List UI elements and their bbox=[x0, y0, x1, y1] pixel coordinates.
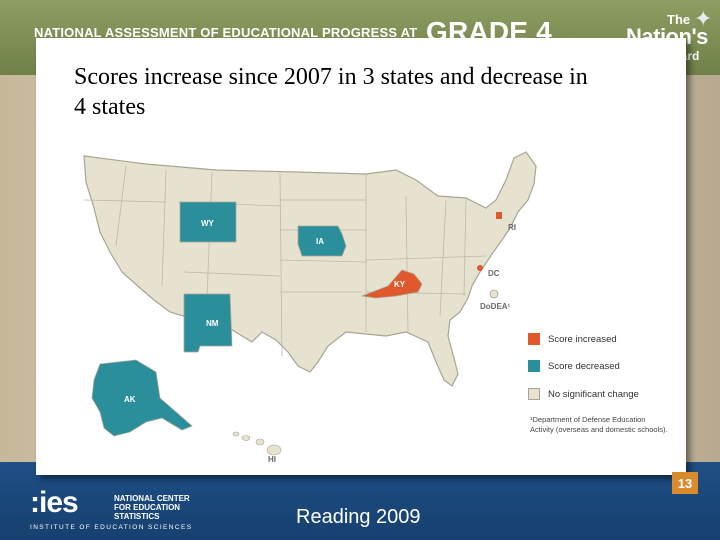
us-map: WY IA NM AK KY RI DC DoDEA¹ HI bbox=[83, 151, 537, 464]
legend-swatch-decreased bbox=[528, 360, 540, 372]
legend-label-no-change: No significant change bbox=[548, 388, 639, 400]
state-ak bbox=[91, 359, 193, 437]
state-ia bbox=[297, 225, 347, 257]
ies-logo: :ies NATIONAL CENTER FOR EDUCATION STATI… bbox=[30, 486, 191, 531]
logo-the: The bbox=[667, 12, 691, 27]
page-number: 13 bbox=[672, 472, 698, 494]
state-borders bbox=[83, 165, 487, 357]
state-nm bbox=[183, 293, 233, 353]
legend-label-decreased: Score decreased bbox=[548, 360, 620, 372]
legend-label-increased: Score increased bbox=[548, 333, 617, 345]
legend-item-no-change: No significant change bbox=[528, 387, 639, 401]
state-ky bbox=[360, 269, 423, 299]
legend-item-increased: Score increased bbox=[528, 332, 617, 346]
footnote: ¹Department of Defense Education Activit… bbox=[530, 415, 668, 434]
label-ri: RI bbox=[508, 223, 516, 232]
slide-headline: Scores increase since 2007 in 3 states a… bbox=[74, 64, 588, 120]
state-dc bbox=[477, 265, 483, 271]
state-ri bbox=[496, 212, 502, 219]
label-hi: HI bbox=[268, 455, 276, 464]
label-ia: IA bbox=[316, 237, 324, 246]
us-contiguous-outline bbox=[83, 151, 537, 387]
label-nm: NM bbox=[206, 319, 219, 328]
footer-band bbox=[0, 462, 720, 540]
dodea-marker bbox=[489, 289, 499, 299]
legend-swatch-no-change bbox=[528, 388, 540, 400]
state-hi bbox=[232, 431, 282, 456]
star-icon: ✦ bbox=[694, 6, 713, 31]
label-ky: KY bbox=[394, 280, 406, 289]
label-dc: DC bbox=[488, 269, 500, 278]
ies-institute: INSTITUTE OF EDUCATION SCIENCES bbox=[30, 524, 193, 531]
legend-swatch-increased bbox=[528, 333, 540, 345]
label-wy: WY bbox=[201, 219, 215, 228]
legend-item-decreased: Score decreased bbox=[528, 359, 620, 373]
header-title-prefix: NATIONAL ASSESSMENT OF EDUCATIONAL PROGR… bbox=[34, 25, 418, 40]
footer-title: Reading 2009 bbox=[296, 506, 421, 528]
ies-mark: :ies bbox=[30, 486, 79, 519]
state-wy bbox=[179, 201, 237, 243]
ies-center-name: NATIONAL CENTER FOR EDUCATION STATISTICS bbox=[114, 494, 190, 521]
label-ak: AK bbox=[124, 395, 136, 404]
label-dodea: DoDEA¹ bbox=[480, 302, 511, 311]
